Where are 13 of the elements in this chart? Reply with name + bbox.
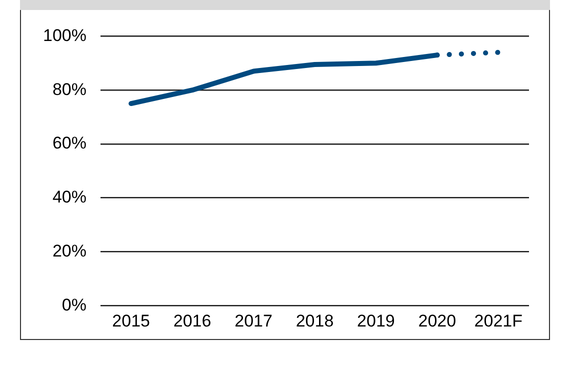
y-tick-label: 60% <box>52 134 86 153</box>
x-tick-label: 2016 <box>173 311 212 330</box>
y-tick-label: 0% <box>62 295 86 314</box>
x-tick-label: 2019 <box>357 311 395 330</box>
x-tick-label: 2017 <box>234 311 272 330</box>
x-tick-label: 2020 <box>418 311 456 330</box>
x-tick-label: 2015 <box>112 311 150 330</box>
x-tick-label: 2021F <box>474 311 522 330</box>
y-tick-label: 20% <box>52 241 86 260</box>
x-tick-label: 2018 <box>296 311 334 330</box>
y-tick-label: 80% <box>52 80 86 99</box>
y-tick-label: 40% <box>52 188 86 207</box>
y-tick-label: 100% <box>42 26 86 45</box>
